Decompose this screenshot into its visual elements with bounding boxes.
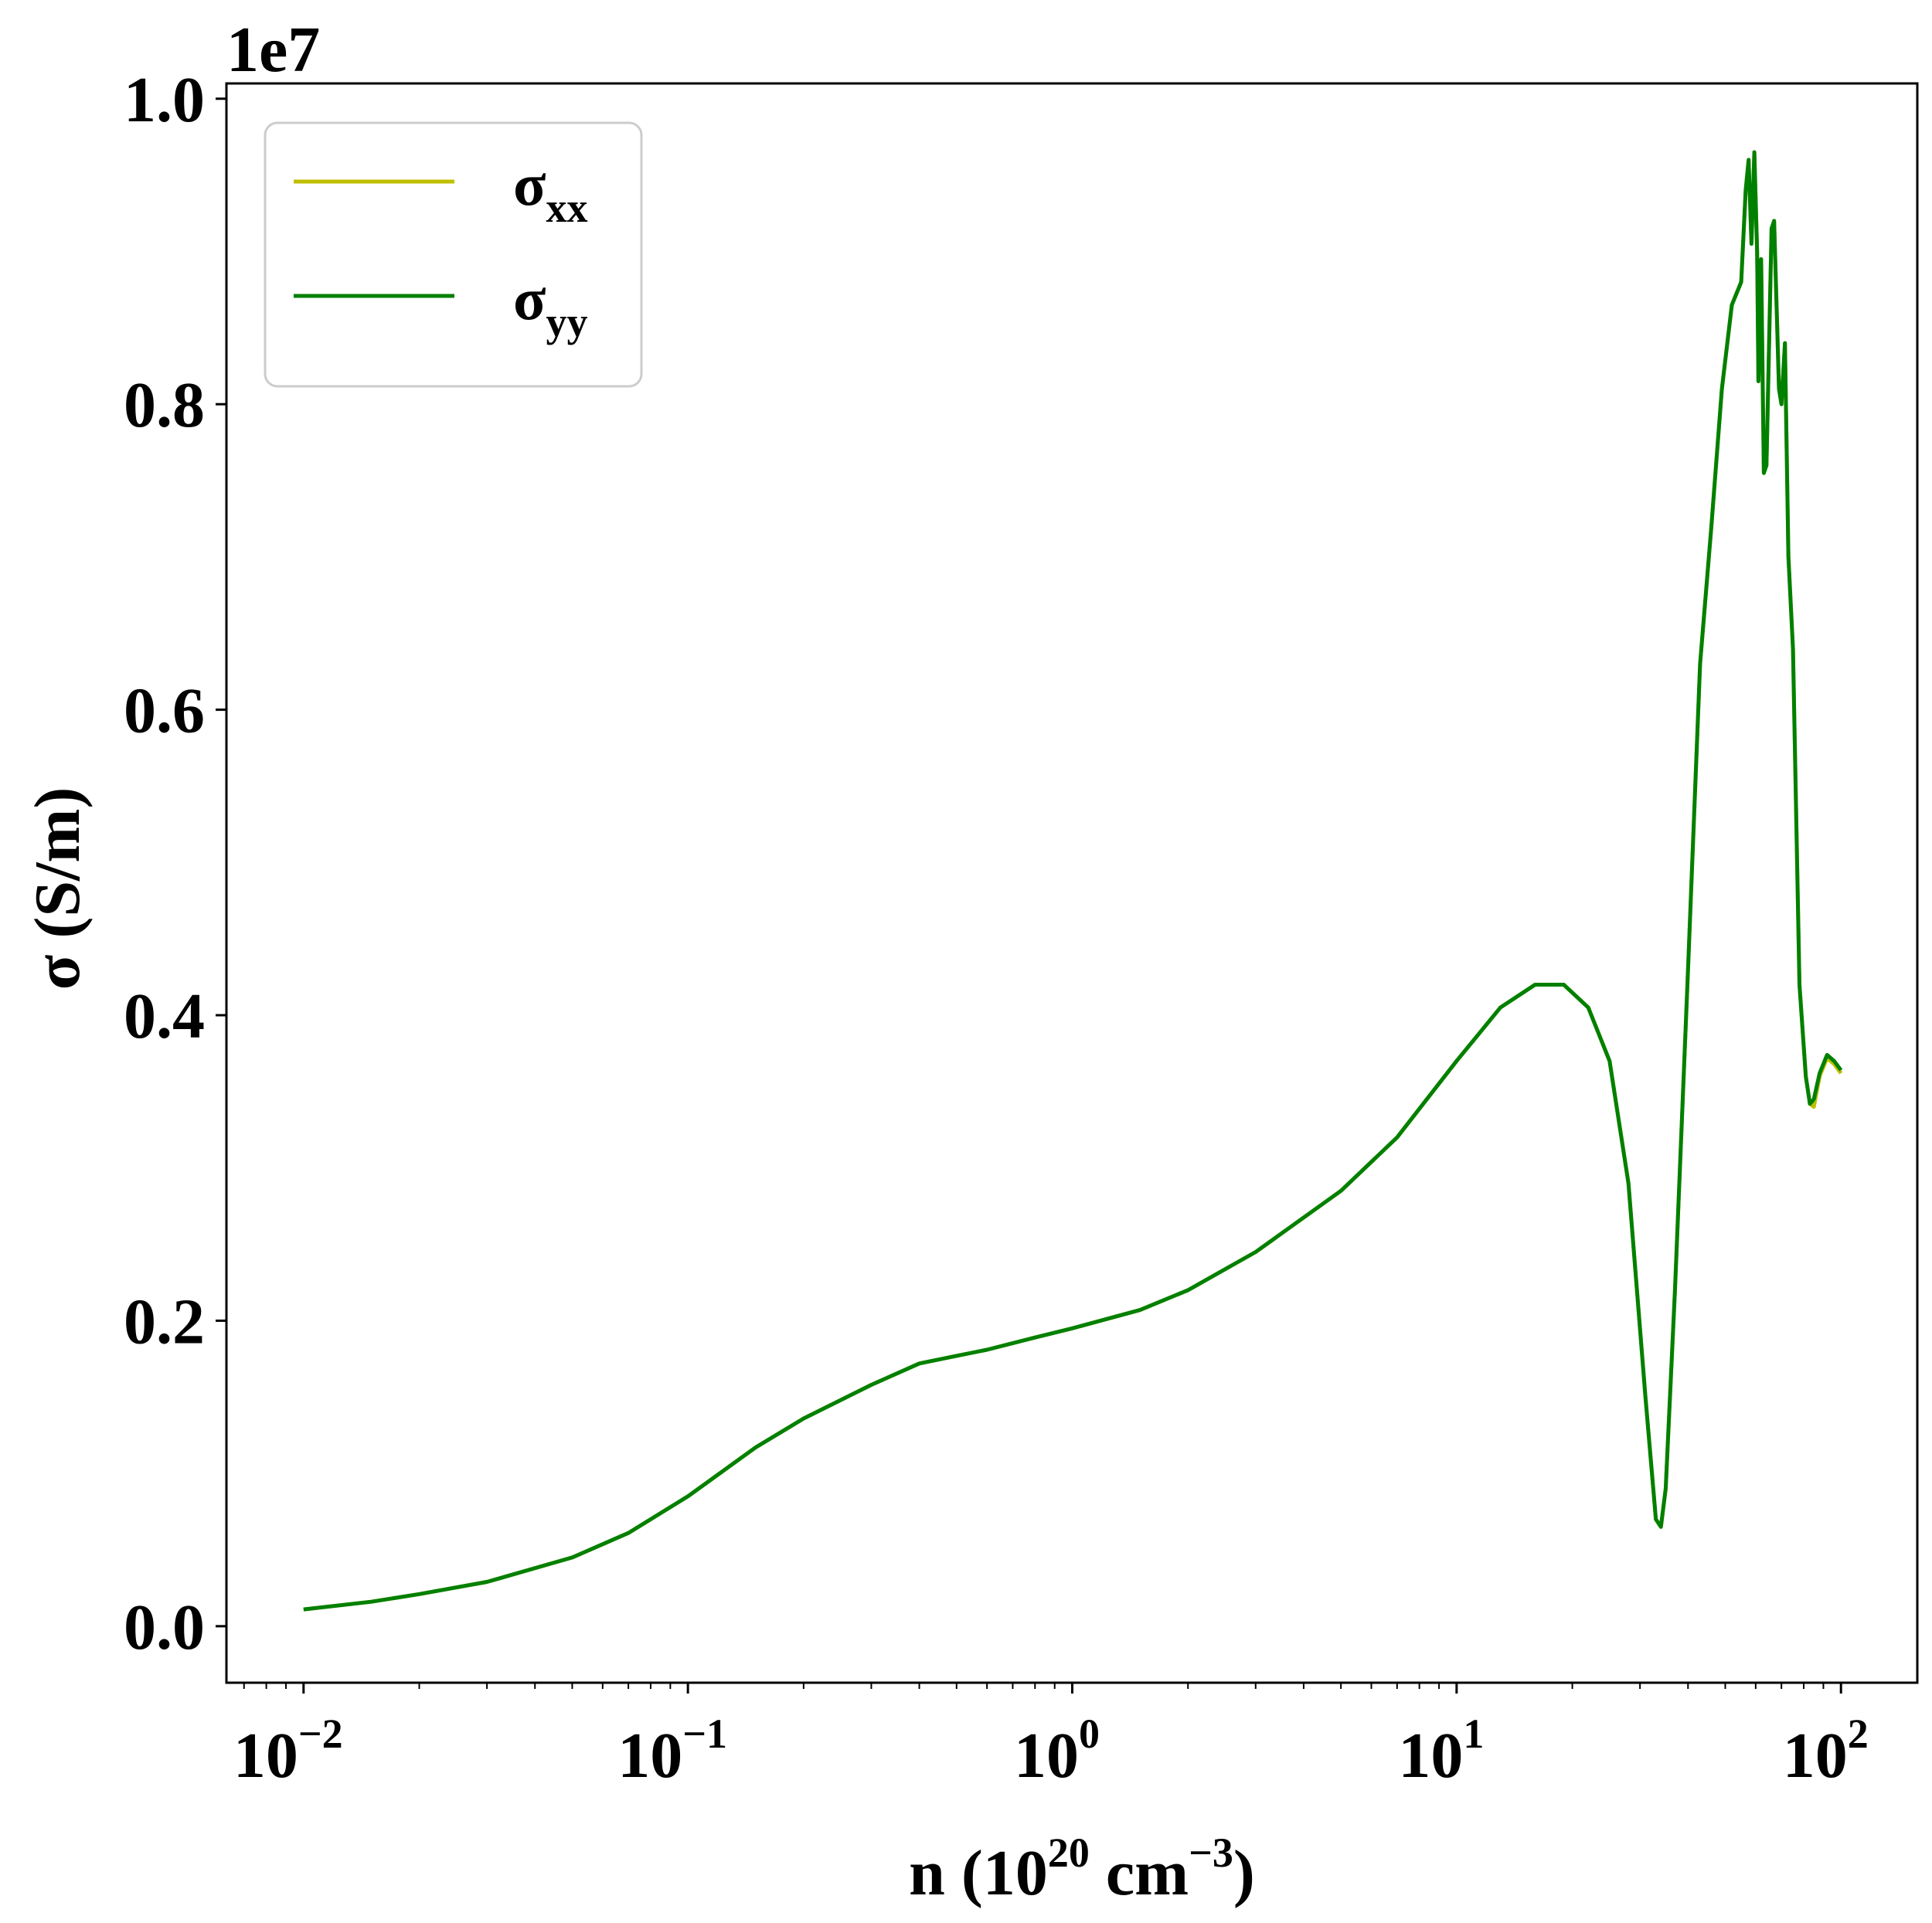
- legend-label-syy: σyy: [513, 265, 587, 345]
- y-axis: 0.0 0.2 0.4 0.6 0.8 1.0: [124, 64, 226, 1663]
- x-tick-label: 10−2: [233, 1711, 343, 1792]
- legend-box: [264, 121, 643, 388]
- x-axis: 10−2 10−1 100 101 102: [233, 1683, 1869, 1792]
- legend-label-sxx: σxx: [513, 151, 587, 231]
- x-tick-label: 102: [1783, 1711, 1869, 1792]
- y-tick-label: 0.6: [124, 675, 205, 747]
- x-tick-label: 101: [1398, 1711, 1484, 1792]
- x-axis-label-end: ): [1233, 1837, 1255, 1909]
- legend: σxx σyy: [264, 121, 643, 388]
- legend-label-sxx-main: σ: [513, 151, 546, 218]
- y-tick-label: 0.4: [124, 980, 205, 1052]
- x-axis-label-exp2: −3: [1189, 1830, 1233, 1876]
- series-line-yy: [303, 150, 1843, 1612]
- x-axis-label-main: n (10: [909, 1837, 1048, 1909]
- y-tick-label: 0.2: [124, 1286, 205, 1357]
- legend-label-syy-main: σ: [513, 265, 546, 332]
- x-tick-label: 10−1: [617, 1711, 727, 1792]
- x-axis-label: n (1020 cm−3): [909, 1830, 1255, 1909]
- legend-label-syy-sub: yy: [546, 299, 587, 345]
- y-multiplier: 1e7: [226, 14, 320, 86]
- y-tick-label: 0.8: [124, 369, 205, 441]
- x-axis-label-mid: cm: [1090, 1837, 1189, 1909]
- y-axis-label: σ (S/m): [22, 787, 94, 990]
- series-group: [303, 150, 1843, 1612]
- x-tick-label: 100: [1014, 1711, 1100, 1792]
- y-tick-label: 0.0: [124, 1592, 205, 1663]
- y-tick-label: 1.0: [124, 64, 205, 136]
- x-axis-label-exp1: 20: [1048, 1830, 1090, 1876]
- legend-label-sxx-sub: xx: [546, 185, 587, 231]
